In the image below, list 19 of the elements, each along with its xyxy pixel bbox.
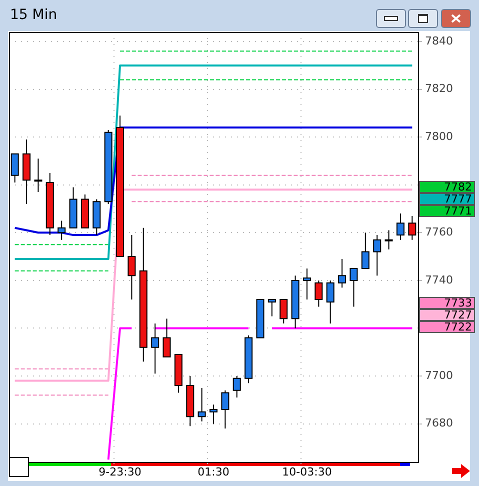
text: 7782 xyxy=(444,180,472,194)
y-tick-label: 7760 xyxy=(425,226,453,239)
text: 7777 xyxy=(444,192,472,206)
y-tick-label: 7840 xyxy=(425,34,453,48)
text: 7771 xyxy=(444,204,472,218)
x-tick-label: 10-03:30 xyxy=(282,465,332,478)
x-tick-label: 9-23:30 xyxy=(98,465,142,478)
candlestick xyxy=(34,158,42,193)
y-tick-label: 7820 xyxy=(425,82,453,96)
chart-title: 15 Min xyxy=(10,7,58,23)
y-tick-label: 7740 xyxy=(425,273,453,286)
text: 7722 xyxy=(444,320,472,334)
text: 7727 xyxy=(444,308,472,322)
y-tick-label: 7800 xyxy=(425,130,453,143)
x-tick-label: 01:30 xyxy=(198,465,230,478)
candlestick xyxy=(384,230,393,250)
y-tick-label: 7700 xyxy=(425,368,453,382)
y-tick-label: 7680 xyxy=(425,416,453,430)
text: 7733 xyxy=(444,296,472,310)
